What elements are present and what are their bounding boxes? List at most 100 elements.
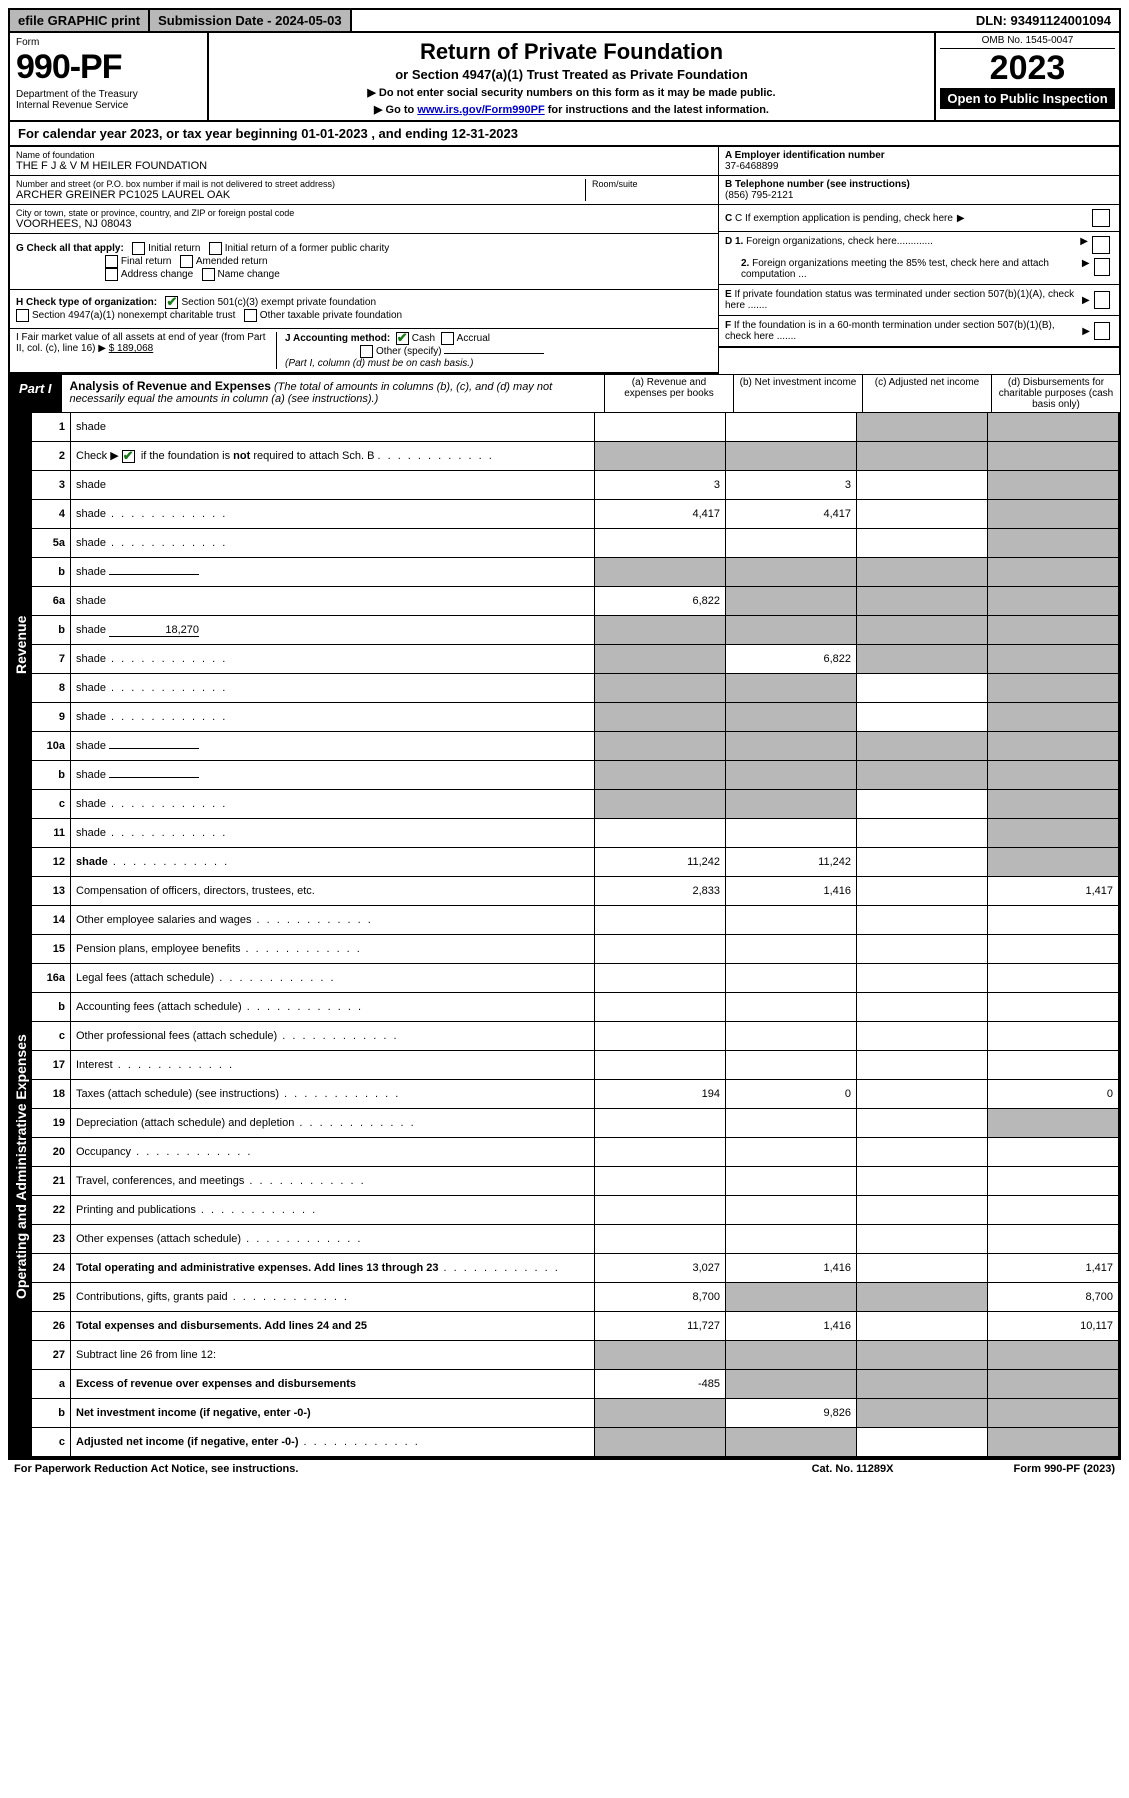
line-row: 27 Subtract line 26 from line 12:: [32, 1341, 1119, 1370]
line-row: c Other professional fees (attach schedu…: [32, 1022, 1119, 1051]
city-cell: City or town, state or province, country…: [10, 205, 718, 234]
form-number: 990-PF: [16, 48, 201, 87]
form-note-2: ▶ Go to www.irs.gov/Form990PF for instru…: [217, 103, 926, 116]
cb-initial[interactable]: [132, 242, 145, 255]
line-row: 8 shade: [32, 674, 1119, 703]
submission-date: Submission Date - 2024-05-03: [150, 10, 352, 31]
revenue-table: 1 shade 2 Check ▶ if the foundation is n…: [32, 413, 1119, 877]
expenses-section: Operating and Administrative Expenses 13…: [8, 877, 1121, 1459]
col-c: (c) Adjusted net income: [862, 375, 991, 412]
line-row: 16a Legal fees (attach schedule): [32, 964, 1119, 993]
cb-initial-former[interactable]: [209, 242, 222, 255]
fmv-value: $ 189,068: [109, 343, 154, 354]
cb-other-method[interactable]: [360, 345, 373, 358]
line-row: c Adjusted net income (if negative, ente…: [32, 1428, 1119, 1457]
cb-name[interactable]: [202, 268, 215, 281]
line-row: b Net investment income (if negative, en…: [32, 1399, 1119, 1428]
form-note-1: ▶ Do not enter social security numbers o…: [217, 86, 926, 99]
footer-right: Form 990-PF (2023): [1014, 1463, 1116, 1475]
tax-year: 2023: [940, 49, 1115, 88]
line-row: 12 shade 11,24211,242: [32, 848, 1119, 877]
line-row: 1 shade: [32, 413, 1119, 442]
line-row: 21 Travel, conferences, and meetings: [32, 1167, 1119, 1196]
phone-cell: B Telephone number (see instructions) (8…: [719, 176, 1119, 205]
line-row: 20 Occupancy: [32, 1138, 1119, 1167]
line-row: 11 shade: [32, 819, 1119, 848]
line-row: 19 Depreciation (attach schedule) and de…: [32, 1109, 1119, 1138]
line-row: 2 Check ▶ if the foundation is not requi…: [32, 442, 1119, 471]
line-row: 4 shade 4,4174,417: [32, 500, 1119, 529]
line-row: b Accounting fees (attach schedule): [32, 993, 1119, 1022]
cb-other-tax[interactable]: [244, 309, 257, 322]
cb-f[interactable]: [1094, 322, 1110, 340]
cb-final[interactable]: [105, 255, 118, 268]
part1-header: Part I Analysis of Revenue and Expenses …: [8, 374, 1121, 413]
part1-desc: Analysis of Revenue and Expenses (The to…: [62, 375, 604, 412]
calendar-year-row: For calendar year 2023, or tax year begi…: [8, 122, 1121, 147]
ein-cell: A Employer identification number 37-6468…: [719, 147, 1119, 176]
form-id-block: Form 990-PF Department of the TreasuryIn…: [10, 33, 209, 120]
line-row: b shade 18,270: [32, 616, 1119, 645]
form-link[interactable]: www.irs.gov/Form990PF: [417, 104, 544, 116]
entity-info: Name of foundation THE F J & V M HEILER …: [8, 147, 1121, 374]
cb-address[interactable]: [105, 268, 118, 281]
cb-e[interactable]: [1094, 291, 1110, 309]
f-box: F If the foundation is in a 60-month ter…: [719, 316, 1119, 348]
line-row: 26 Total expenses and disbursements. Add…: [32, 1312, 1119, 1341]
cb-d2[interactable]: [1094, 258, 1110, 276]
line-row: 23 Other expenses (attach schedule): [32, 1225, 1119, 1254]
line-row: 6a shade 6,822: [32, 587, 1119, 616]
address-cell: Number and street (or P.O. box number if…: [10, 176, 718, 205]
cb-c[interactable]: [1092, 209, 1110, 227]
form-footer: For Paperwork Reduction Act Notice, see …: [8, 1459, 1121, 1478]
footer-mid: Cat. No. 11289X: [812, 1463, 894, 1475]
part1-tab: Part I: [9, 375, 62, 412]
c-box: C C If exemption application is pending,…: [719, 205, 1119, 232]
dln: DLN: 93491124001094: [968, 10, 1119, 31]
form-subtitle: or Section 4947(a)(1) Trust Treated as P…: [217, 67, 926, 82]
line-row: c shade: [32, 790, 1119, 819]
line-row: 7 shade 6,822: [32, 645, 1119, 674]
form-title: Return of Private Foundation: [217, 39, 926, 65]
line-row: b shade: [32, 558, 1119, 587]
g-check-row: G Check all that apply: Initial return I…: [10, 234, 718, 290]
line-row: 14 Other employee salaries and wages: [32, 906, 1119, 935]
revenue-section: Revenue 1 shade 2 Check ▶ if the foundat…: [8, 413, 1121, 877]
cb-accrual[interactable]: [441, 332, 454, 345]
cb-501c3[interactable]: [165, 296, 178, 309]
line-row: 17 Interest: [32, 1051, 1119, 1080]
h-check-row: H Check type of organization: Section 50…: [10, 290, 718, 329]
line-row: 10a shade: [32, 732, 1119, 761]
line-row: 9 shade: [32, 703, 1119, 732]
open-inspection: Open to Public Inspection: [940, 88, 1115, 109]
line-row: b shade: [32, 761, 1119, 790]
cb-cash[interactable]: [396, 332, 409, 345]
expenses-table: 13 Compensation of officers, directors, …: [32, 877, 1119, 1457]
i-j-row: I Fair market value of all assets at end…: [10, 329, 718, 374]
form-label: Form: [16, 37, 201, 48]
foundation-name-cell: Name of foundation THE F J & V M HEILER …: [10, 147, 718, 176]
efile-label: efile GRAPHIC print: [10, 10, 150, 31]
d-box: D 1. Foreign organizations, check here..…: [719, 232, 1119, 285]
cb-4947[interactable]: [16, 309, 29, 322]
line-row: 18 Taxes (attach schedule) (see instruct…: [32, 1080, 1119, 1109]
revenue-vtab: Revenue: [10, 413, 32, 877]
col-a: (a) Revenue and expenses per books: [604, 375, 733, 412]
col-d: (d) Disbursements for charitable purpose…: [991, 375, 1120, 412]
expenses-vtab: Operating and Administrative Expenses: [10, 877, 32, 1457]
line-row: 3 shade 33: [32, 471, 1119, 500]
line-row: 24 Total operating and administrative ex…: [32, 1254, 1119, 1283]
cb-d1[interactable]: [1092, 236, 1110, 254]
col-b: (b) Net investment income: [733, 375, 862, 412]
line-row: 13 Compensation of officers, directors, …: [32, 877, 1119, 906]
form-header: Form 990-PF Department of the TreasuryIn…: [8, 33, 1121, 122]
cb-amended[interactable]: [180, 255, 193, 268]
form-title-block: Return of Private Foundation or Section …: [209, 33, 934, 120]
line-row: 5a shade: [32, 529, 1119, 558]
top-bar: efile GRAPHIC print Submission Date - 20…: [8, 8, 1121, 33]
e-box: E If private foundation status was termi…: [719, 285, 1119, 316]
line-row: 15 Pension plans, employee benefits: [32, 935, 1119, 964]
line-row: a Excess of revenue over expenses and di…: [32, 1370, 1119, 1399]
dept-label: Department of the TreasuryInternal Reven…: [16, 89, 201, 111]
form-year-block: OMB No. 1545-0047 2023 Open to Public In…: [934, 33, 1119, 120]
